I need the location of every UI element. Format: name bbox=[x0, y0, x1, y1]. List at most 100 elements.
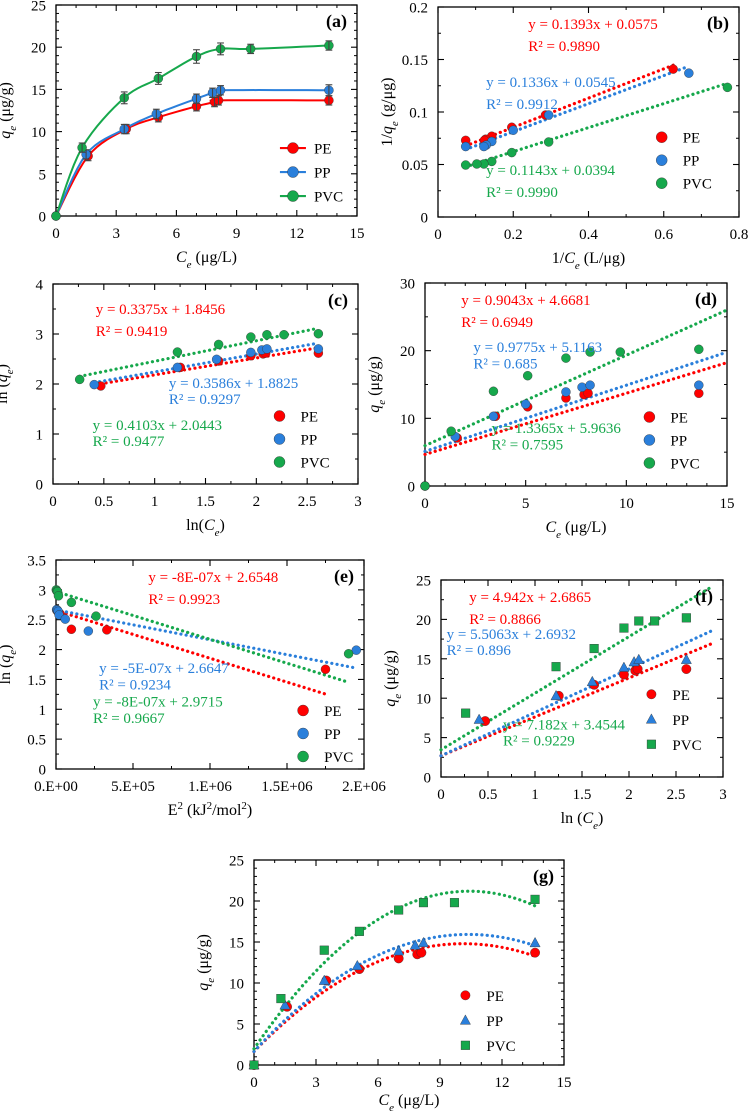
svg-text:15: 15 bbox=[720, 496, 735, 512]
svg-text:6: 6 bbox=[173, 226, 181, 242]
svg-text:PP: PP bbox=[672, 713, 689, 729]
svg-text:0.1: 0.1 bbox=[409, 106, 428, 122]
svg-text:PE: PE bbox=[486, 989, 504, 1005]
svg-text:PE: PE bbox=[301, 410, 319, 426]
svg-text:5: 5 bbox=[424, 731, 432, 747]
svg-text:R² = 0.685: R² = 0.685 bbox=[473, 356, 537, 372]
svg-text:0.8: 0.8 bbox=[730, 227, 749, 243]
svg-text:0: 0 bbox=[36, 478, 44, 494]
svg-text:(g): (g) bbox=[533, 866, 554, 887]
svg-text:PE: PE bbox=[683, 131, 701, 147]
svg-text:(b): (b) bbox=[707, 13, 729, 34]
svg-text:y = 0.1393x + 0.0575: y = 0.1393x + 0.0575 bbox=[528, 17, 657, 33]
svg-text:0: 0 bbox=[434, 227, 442, 243]
svg-text:y = 4.942x + 2.6865: y = 4.942x + 2.6865 bbox=[469, 590, 591, 606]
svg-text:10: 10 bbox=[619, 496, 634, 512]
svg-text:3: 3 bbox=[36, 328, 44, 344]
svg-text:12: 12 bbox=[289, 226, 304, 242]
svg-text:5: 5 bbox=[39, 167, 47, 183]
svg-text:y = 0.9775x + 5.1163: y = 0.9775x + 5.1163 bbox=[473, 340, 602, 356]
svg-text:PE: PE bbox=[670, 410, 688, 426]
svg-text:10: 10 bbox=[31, 125, 46, 141]
svg-text:R² = 0.9229: R² = 0.9229 bbox=[503, 733, 575, 749]
svg-text:y = 0.1143x + 0.0394: y = 0.1143x + 0.0394 bbox=[486, 163, 615, 179]
svg-text:y = 0.4103x + 2.0443: y = 0.4103x + 2.0443 bbox=[93, 418, 222, 434]
svg-text:30: 30 bbox=[400, 277, 415, 293]
svg-text:0: 0 bbox=[237, 1059, 245, 1075]
svg-text:1: 1 bbox=[531, 787, 539, 803]
svg-text:20: 20 bbox=[229, 895, 244, 911]
svg-text:10: 10 bbox=[229, 977, 244, 993]
svg-text:y = 0.9043x + 4.6681: y = 0.9043x + 4.6681 bbox=[461, 293, 590, 309]
svg-text:y = 1.3365x + 5.9636: y = 1.3365x + 5.9636 bbox=[491, 421, 621, 437]
svg-text:PVC: PVC bbox=[670, 456, 699, 472]
svg-text:R² = 0.9890: R² = 0.9890 bbox=[528, 39, 600, 55]
svg-text:0: 0 bbox=[421, 211, 429, 227]
svg-text:0: 0 bbox=[421, 496, 429, 512]
svg-text:PVC: PVC bbox=[672, 738, 701, 754]
svg-text:PVC: PVC bbox=[486, 1039, 515, 1055]
svg-text:25: 25 bbox=[229, 854, 244, 870]
svg-text:1.5: 1.5 bbox=[573, 787, 592, 803]
svg-text:Ce (μg/L): Ce (μg/L) bbox=[378, 1092, 439, 1111]
svg-text:0.6: 0.6 bbox=[654, 227, 673, 243]
svg-text:R² = 0.9923: R² = 0.9923 bbox=[148, 592, 220, 608]
svg-text:PVC: PVC bbox=[324, 750, 353, 766]
svg-text:15: 15 bbox=[229, 936, 244, 952]
svg-text:y = -5E-07x + 2.6647: y = -5E-07x + 2.6647 bbox=[99, 661, 229, 677]
svg-text:(d): (d) bbox=[695, 289, 717, 310]
svg-text:1.5: 1.5 bbox=[27, 673, 46, 689]
svg-text:2: 2 bbox=[36, 378, 44, 394]
svg-text:9: 9 bbox=[436, 1075, 444, 1091]
svg-text:PVC: PVC bbox=[683, 177, 712, 193]
svg-text:0: 0 bbox=[437, 787, 445, 803]
svg-text:2: 2 bbox=[253, 494, 261, 510]
svg-text:5.E+05: 5.E+05 bbox=[111, 779, 155, 795]
svg-text:R² = 0.9667: R² = 0.9667 bbox=[93, 711, 165, 727]
svg-text:y = -8E-07x + 2.6548: y = -8E-07x + 2.6548 bbox=[148, 570, 278, 586]
svg-text:PE: PE bbox=[324, 704, 342, 720]
svg-text:0: 0 bbox=[39, 210, 47, 226]
svg-text:1: 1 bbox=[39, 703, 47, 719]
svg-text:R² = 0.9234: R² = 0.9234 bbox=[99, 678, 171, 694]
svg-text:4: 4 bbox=[36, 278, 44, 294]
svg-text:1.5: 1.5 bbox=[196, 494, 215, 510]
svg-text:PE: PE bbox=[672, 688, 690, 704]
svg-text:PP: PP bbox=[670, 433, 687, 449]
svg-text:0.E+00: 0.E+00 bbox=[34, 779, 78, 795]
svg-text:PP: PP bbox=[324, 727, 341, 743]
svg-text:15: 15 bbox=[416, 652, 431, 668]
svg-text:20: 20 bbox=[31, 41, 46, 57]
svg-text:2.5: 2.5 bbox=[27, 613, 46, 629]
svg-text:0.4: 0.4 bbox=[579, 227, 598, 243]
svg-text:y = 0.3586x + 1.8825: y = 0.3586x + 1.8825 bbox=[169, 376, 298, 392]
svg-text:R² = 0.9297: R² = 0.9297 bbox=[169, 392, 241, 408]
svg-text:0.5: 0.5 bbox=[479, 787, 498, 803]
svg-text:(e): (e) bbox=[334, 566, 354, 587]
svg-text:PVC: PVC bbox=[301, 456, 330, 472]
svg-text:3: 3 bbox=[112, 226, 120, 242]
svg-text:R² = 0.9419: R² = 0.9419 bbox=[96, 324, 168, 340]
svg-text:0: 0 bbox=[408, 480, 416, 496]
svg-text:0.5: 0.5 bbox=[94, 494, 113, 510]
svg-text:0: 0 bbox=[49, 494, 57, 510]
svg-text:1.E+06: 1.E+06 bbox=[188, 779, 232, 795]
svg-text:3: 3 bbox=[719, 787, 727, 803]
svg-text:1: 1 bbox=[151, 494, 159, 510]
svg-text:2.5: 2.5 bbox=[667, 787, 686, 803]
svg-text:y = 0.1336x + 0.0545: y = 0.1336x + 0.0545 bbox=[486, 75, 615, 91]
svg-text:0.05: 0.05 bbox=[402, 158, 428, 174]
svg-text:0: 0 bbox=[250, 1075, 258, 1091]
svg-text:10: 10 bbox=[416, 692, 431, 708]
svg-text:25: 25 bbox=[416, 574, 431, 590]
svg-text:PE: PE bbox=[314, 142, 332, 158]
svg-text:PVC: PVC bbox=[314, 190, 343, 206]
svg-text:y = -8E-07x + 2.9715: y = -8E-07x + 2.9715 bbox=[93, 694, 223, 710]
svg-text:9: 9 bbox=[233, 226, 241, 242]
svg-text:5: 5 bbox=[522, 496, 530, 512]
svg-text:2: 2 bbox=[625, 787, 633, 803]
svg-text:y = 7.182x + 3.4544: y = 7.182x + 3.4544 bbox=[503, 718, 625, 734]
svg-text:20: 20 bbox=[416, 613, 431, 629]
svg-text:20: 20 bbox=[400, 344, 415, 360]
svg-text:12: 12 bbox=[495, 1075, 510, 1091]
